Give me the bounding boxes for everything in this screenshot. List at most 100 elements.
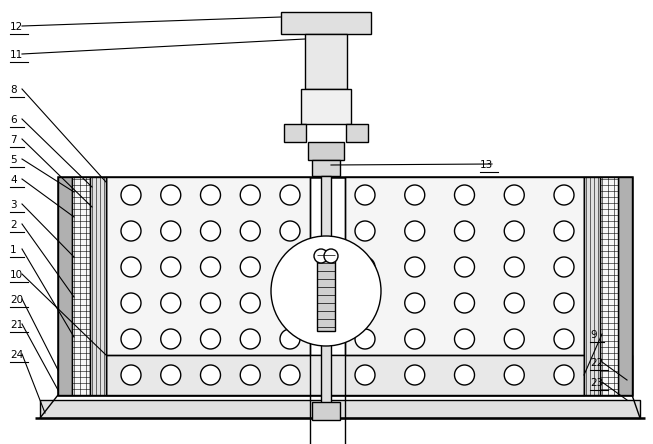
Circle shape (161, 329, 181, 349)
Circle shape (240, 221, 261, 241)
Circle shape (454, 185, 475, 205)
Circle shape (240, 257, 261, 277)
Circle shape (554, 293, 574, 313)
Circle shape (454, 293, 475, 313)
Circle shape (280, 365, 300, 385)
Circle shape (554, 221, 574, 241)
Circle shape (271, 236, 381, 346)
Bar (618, 177, 632, 395)
Circle shape (314, 249, 328, 263)
Circle shape (280, 257, 300, 277)
Bar (317, 251, 335, 331)
Circle shape (121, 365, 141, 385)
Circle shape (355, 257, 375, 277)
Circle shape (280, 329, 300, 349)
Circle shape (504, 221, 524, 241)
Circle shape (554, 365, 574, 385)
Circle shape (454, 365, 475, 385)
Text: 21: 21 (10, 320, 24, 330)
Circle shape (200, 329, 221, 349)
Text: 8: 8 (10, 85, 16, 95)
Text: 23: 23 (590, 378, 603, 388)
Circle shape (200, 221, 221, 241)
Circle shape (240, 365, 261, 385)
Text: 3: 3 (10, 200, 16, 210)
Text: 1: 1 (10, 245, 16, 255)
Circle shape (405, 365, 424, 385)
Circle shape (161, 365, 181, 385)
Bar (305, 34, 347, 89)
Circle shape (405, 293, 424, 313)
Bar (40, 400, 640, 418)
Circle shape (554, 329, 574, 349)
Circle shape (200, 365, 221, 385)
Circle shape (280, 221, 300, 241)
Text: 6: 6 (10, 115, 16, 125)
Circle shape (121, 257, 141, 277)
Circle shape (280, 293, 300, 313)
Circle shape (161, 221, 181, 241)
Text: 11: 11 (10, 50, 24, 60)
Text: 20: 20 (10, 295, 23, 305)
Bar (58, 355, 632, 395)
Bar (308, 142, 344, 160)
Circle shape (121, 221, 141, 241)
Circle shape (554, 257, 574, 277)
Circle shape (280, 185, 300, 205)
Circle shape (161, 185, 181, 205)
Circle shape (161, 293, 181, 313)
Circle shape (240, 185, 261, 205)
Circle shape (454, 221, 475, 241)
Bar (72, 177, 90, 395)
Circle shape (405, 329, 424, 349)
Circle shape (355, 185, 375, 205)
Bar (345, 177, 584, 395)
Circle shape (240, 329, 261, 349)
Circle shape (240, 293, 261, 313)
Circle shape (504, 185, 524, 205)
Text: 4: 4 (10, 175, 16, 185)
Bar (312, 402, 340, 420)
Text: 2: 2 (10, 220, 16, 230)
Circle shape (200, 293, 221, 313)
Bar (284, 124, 306, 142)
Bar (281, 12, 371, 34)
Circle shape (121, 185, 141, 205)
Text: 10: 10 (10, 270, 23, 280)
Text: 5: 5 (10, 155, 16, 165)
Circle shape (405, 185, 424, 205)
Text: 9: 9 (590, 330, 597, 340)
Circle shape (454, 257, 475, 277)
Bar (312, 160, 340, 176)
Circle shape (200, 257, 221, 277)
Circle shape (504, 365, 524, 385)
Circle shape (504, 293, 524, 313)
Text: 13: 13 (480, 160, 493, 170)
Circle shape (324, 249, 338, 263)
Bar (106, 177, 310, 395)
Circle shape (504, 257, 524, 277)
Circle shape (200, 185, 221, 205)
Circle shape (355, 329, 375, 349)
Bar (301, 89, 351, 124)
Bar (346, 124, 368, 142)
Bar (90, 177, 106, 395)
Text: 22: 22 (590, 358, 603, 368)
Bar (584, 177, 600, 395)
Text: 24: 24 (10, 350, 24, 360)
Circle shape (405, 257, 424, 277)
Circle shape (454, 329, 475, 349)
Circle shape (504, 329, 524, 349)
Text: 7: 7 (10, 135, 16, 145)
Text: 12: 12 (10, 22, 24, 32)
Circle shape (554, 185, 574, 205)
Circle shape (161, 257, 181, 277)
Circle shape (355, 365, 375, 385)
Bar (58, 177, 72, 395)
Circle shape (121, 329, 141, 349)
Bar (58, 177, 632, 395)
Bar (106, 355, 584, 395)
Circle shape (405, 221, 424, 241)
Circle shape (355, 293, 375, 313)
Circle shape (121, 293, 141, 313)
